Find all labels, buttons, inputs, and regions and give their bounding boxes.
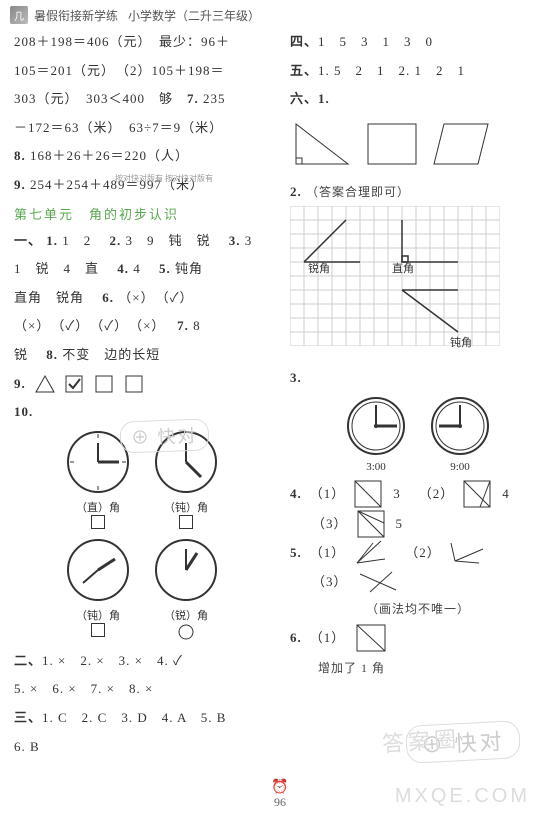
text-line: 锐 8. 不变 边的长短 bbox=[14, 341, 270, 370]
clock-row-bottom: （钝）角 （锐）角 bbox=[14, 535, 270, 641]
grid-diagram bbox=[290, 206, 500, 346]
check-icon bbox=[64, 374, 86, 394]
watermark: MXQE.COM bbox=[395, 785, 530, 808]
clock-time: 9:00 bbox=[450, 461, 470, 473]
diag-square-icon bbox=[353, 623, 393, 655]
page-header: 几 暑假衔接新学练 小学数学（二升三年级） bbox=[0, 0, 560, 28]
tiny-watermark: 按对快对版有 按对快对版有 bbox=[115, 175, 213, 184]
unit-title: 第七单元 角的初步认识 bbox=[14, 204, 270, 223]
square-shape-icon bbox=[360, 118, 424, 170]
item-6-5-3: （3） bbox=[290, 568, 546, 597]
clock-label: （钝）角 bbox=[76, 607, 120, 623]
clock-row-3: 3:00 9:00 bbox=[290, 393, 546, 473]
item-9: 9. bbox=[14, 370, 270, 399]
text-line: 5. × 6. × 7. × 8. × bbox=[14, 675, 270, 704]
text-line: 303（元） 303＜400 够 7. 235 bbox=[14, 85, 270, 114]
square-icon bbox=[94, 374, 116, 394]
grid-label-acute: 锐角 bbox=[308, 260, 330, 276]
square-icon bbox=[124, 374, 146, 394]
section-four: 四、1 5 3 1 3 0 bbox=[290, 28, 546, 57]
section-one: 一、 1. 1 2 2. 3 9 钝 锐 3. 3 bbox=[14, 227, 270, 256]
trapezoid-icon bbox=[430, 118, 494, 170]
section-five: 五、1. 5 2 1 2. 1 2 1 bbox=[290, 57, 546, 86]
square-icon bbox=[179, 515, 193, 529]
circle-icon bbox=[177, 623, 195, 641]
item-6-3: 3. bbox=[290, 364, 546, 393]
text-line: 105＝201（元） （2）105＋198＝ bbox=[14, 57, 270, 86]
right-column: 四、1 5 3 1 3 0 五、1. 5 2 1 2. 1 2 1 六、1. 2… bbox=[280, 28, 546, 761]
angle-icon bbox=[353, 539, 389, 567]
note-text: （画法均不唯一） bbox=[290, 596, 546, 622]
text-line: 6. B bbox=[14, 733, 270, 762]
grid-label-obtuse: 钝角 bbox=[450, 334, 546, 350]
clock-icon bbox=[63, 535, 133, 605]
alarm-icon: ⏰ bbox=[271, 779, 288, 796]
logo-icon: 几 bbox=[10, 6, 28, 24]
text-line: 1 锐 4 直 4. 4 5. 钝角 bbox=[14, 255, 270, 284]
diag-square-icon bbox=[462, 479, 494, 509]
header-title-1: 暑假衔接新学练 bbox=[34, 7, 118, 24]
clock-icon bbox=[343, 393, 409, 459]
square-icon bbox=[91, 623, 105, 637]
clock-label: （钝）角 bbox=[164, 499, 208, 515]
square-icon bbox=[91, 515, 105, 529]
grid-label-right: 直角 bbox=[392, 260, 414, 276]
header-title-2: 小学数学（二升三年级） bbox=[128, 7, 260, 24]
clock-label: （锐）角 bbox=[164, 607, 208, 623]
diag-square-icon bbox=[356, 509, 388, 539]
clock-icon bbox=[427, 393, 493, 459]
section-two: 二、1. × 2. × 3. × 4. ✓ bbox=[14, 647, 270, 676]
section-three: 三、1. C 2. C 3. D 4. A 5. B bbox=[14, 704, 270, 733]
text-line: －172＝63（米） 63÷7＝9（米） bbox=[14, 114, 270, 143]
clock-icon bbox=[151, 535, 221, 605]
text-line: 8. 168＋26＋26＝220（人） bbox=[14, 142, 270, 171]
section-six: 六、1. bbox=[290, 85, 546, 114]
text-line: （×） （✓） （✓） （×） 7. 8 bbox=[14, 312, 270, 341]
angle-icon bbox=[449, 539, 485, 567]
text-line: 208＋198＝406（元） 最少：96＋ bbox=[14, 28, 270, 57]
item-6-2: 2. （答案合理即可） bbox=[290, 178, 546, 207]
clock-label: （直）角 bbox=[76, 499, 120, 515]
item-6-6: 6. （1） bbox=[290, 623, 546, 655]
item-6-5: 5. （1） （2） bbox=[290, 539, 546, 568]
diag-square-icon bbox=[353, 479, 385, 509]
watermark: 答案圈 bbox=[381, 721, 461, 758]
item-6-4-3: （3） 5 bbox=[290, 509, 546, 539]
text-line: 直角 锐角 6. （×） （✓） bbox=[14, 284, 270, 313]
angle-icon bbox=[356, 568, 400, 596]
clock-time: 3:00 bbox=[366, 461, 386, 473]
note-text: 增加了 1 角 bbox=[318, 655, 546, 681]
shape-row bbox=[290, 118, 546, 170]
item-6-4: 4. （1） 3 （2） 4 bbox=[290, 479, 546, 509]
triangle-icon bbox=[34, 374, 56, 394]
left-column: 208＋198＝406（元） 最少：96＋ 105＝201（元） （2）105＋… bbox=[14, 28, 280, 761]
right-triangle-icon bbox=[290, 118, 354, 170]
watermark: ⊕ 快对 bbox=[119, 418, 209, 453]
page-number: 96 bbox=[274, 795, 286, 810]
